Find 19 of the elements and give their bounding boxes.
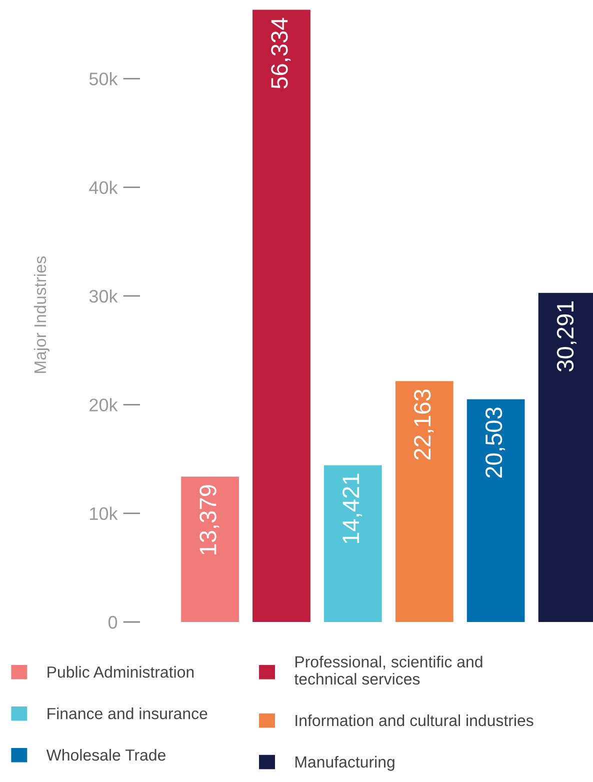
- y-tick-label: 0: [108, 616, 118, 629]
- legend-label: Manufacturing: [295, 756, 394, 771]
- data-label: 20,503: [485, 408, 505, 478]
- y-tick-label: 30k: [89, 289, 118, 303]
- y-tick-label: 10k: [90, 506, 118, 520]
- data-label: 56,334: [271, 18, 291, 88]
- legend-label: Public Administration: [48, 666, 194, 678]
- data-label: 30,291: [556, 301, 576, 372]
- y-tick-label: 20k: [90, 398, 118, 412]
- data-label: 14,421: [342, 474, 362, 544]
- legend-label: Wholesale Trade: [46, 748, 166, 761]
- y-tick-label: 50k: [89, 72, 118, 86]
- legend-label: Finance and insurance: [48, 708, 208, 720]
- y-axis-title: Major Industries: [34, 256, 50, 373]
- data-label: 22,163: [414, 390, 434, 460]
- y-tick-label: 40k: [89, 180, 118, 194]
- legend-label: Professional, scientific and technical services: [294, 656, 482, 685]
- legend-label: Information and cultural industries: [296, 714, 534, 726]
- data-label: 13,379: [200, 485, 220, 554]
